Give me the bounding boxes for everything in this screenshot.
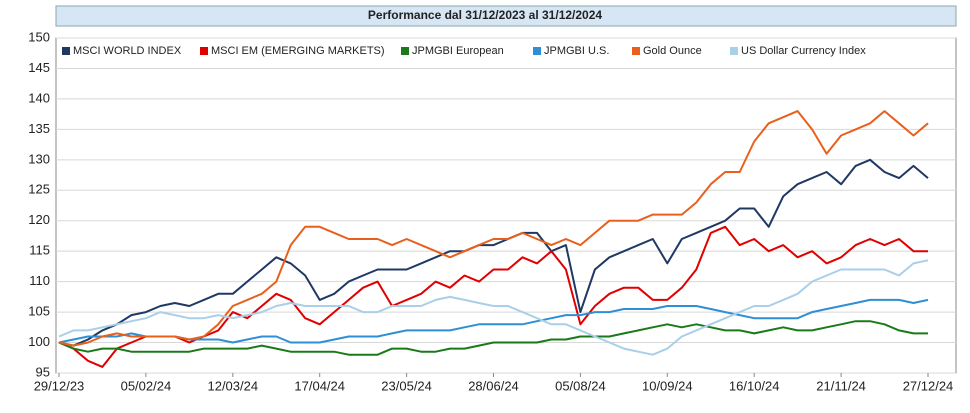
series-line bbox=[58, 259, 929, 356]
series-line bbox=[58, 158, 929, 347]
x-tick-label: 16/10/24 bbox=[729, 378, 780, 393]
legend-swatch bbox=[401, 47, 409, 55]
y-tick-label: 125 bbox=[28, 182, 50, 197]
x-tick-label: 05/08/24 bbox=[555, 378, 606, 393]
legend-swatch bbox=[533, 47, 541, 55]
y-tick-label: 150 bbox=[28, 29, 50, 44]
y-tick-label: 100 bbox=[28, 334, 50, 349]
y-tick-label: 95 bbox=[36, 364, 50, 379]
x-tick-label: 21/11/24 bbox=[816, 378, 866, 393]
series-line bbox=[58, 320, 928, 356]
y-tick-label: 145 bbox=[28, 60, 50, 75]
legend-label: MSCI WORLD INDEX bbox=[73, 45, 182, 57]
x-tick-label: 23/05/24 bbox=[381, 378, 432, 393]
chart-title: Performance dal 31/12/2023 al 31/12/2024 bbox=[368, 8, 602, 22]
y-tick-label: 105 bbox=[28, 304, 50, 319]
x-tick-label: 29/12/23 bbox=[34, 378, 85, 393]
legend-swatch bbox=[730, 47, 738, 55]
y-tick-label: 130 bbox=[28, 151, 50, 166]
plot-area bbox=[55, 37, 957, 374]
legend-swatch bbox=[200, 47, 208, 55]
y-tick-label: 115 bbox=[29, 243, 50, 258]
x-tick-label: 28/06/24 bbox=[468, 378, 519, 393]
legend-swatch bbox=[632, 47, 640, 55]
x-tick-label: 10/09/24 bbox=[642, 378, 693, 393]
title-bar bbox=[55, 5, 957, 27]
y-tick-label: 135 bbox=[28, 121, 50, 136]
y-tick-label: 120 bbox=[28, 212, 50, 227]
legend-swatch bbox=[62, 47, 70, 55]
legend-label: JPMGBI U.S. bbox=[544, 45, 609, 57]
legend-label: JPMGBI European bbox=[412, 45, 504, 57]
x-tick-label: 17/04/24 bbox=[294, 378, 345, 393]
series-line bbox=[58, 298, 929, 344]
y-tick-label: 110 bbox=[29, 273, 50, 288]
x-tick-label: 12/03/24 bbox=[207, 378, 258, 393]
y-tick-label: 140 bbox=[28, 90, 50, 105]
series-line bbox=[58, 110, 929, 347]
x-tick-label: 27/12/24 bbox=[903, 378, 954, 393]
legend-label: US Dollar Currency Index bbox=[741, 45, 866, 57]
legend-label: Gold Ounce bbox=[643, 45, 702, 57]
x-tick-label: 05/02/24 bbox=[121, 378, 172, 393]
legend-label: MSCI EM (EMERGING MARKETS) bbox=[211, 45, 385, 57]
